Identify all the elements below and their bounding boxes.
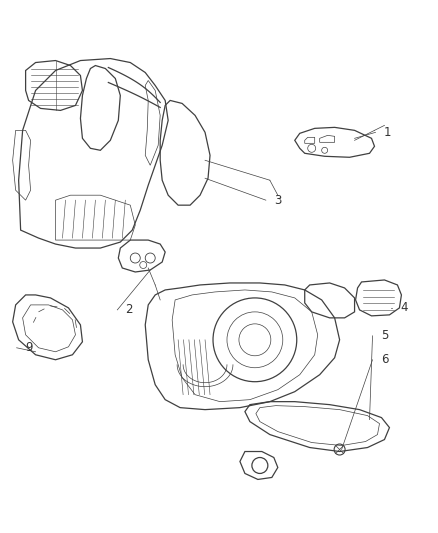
Text: 2: 2	[126, 303, 133, 317]
Text: 9: 9	[25, 341, 32, 354]
Text: 5: 5	[381, 329, 388, 342]
Text: 6: 6	[381, 353, 388, 366]
Text: 4: 4	[401, 301, 408, 314]
Text: 1: 1	[384, 126, 391, 139]
Text: 3: 3	[274, 193, 282, 207]
